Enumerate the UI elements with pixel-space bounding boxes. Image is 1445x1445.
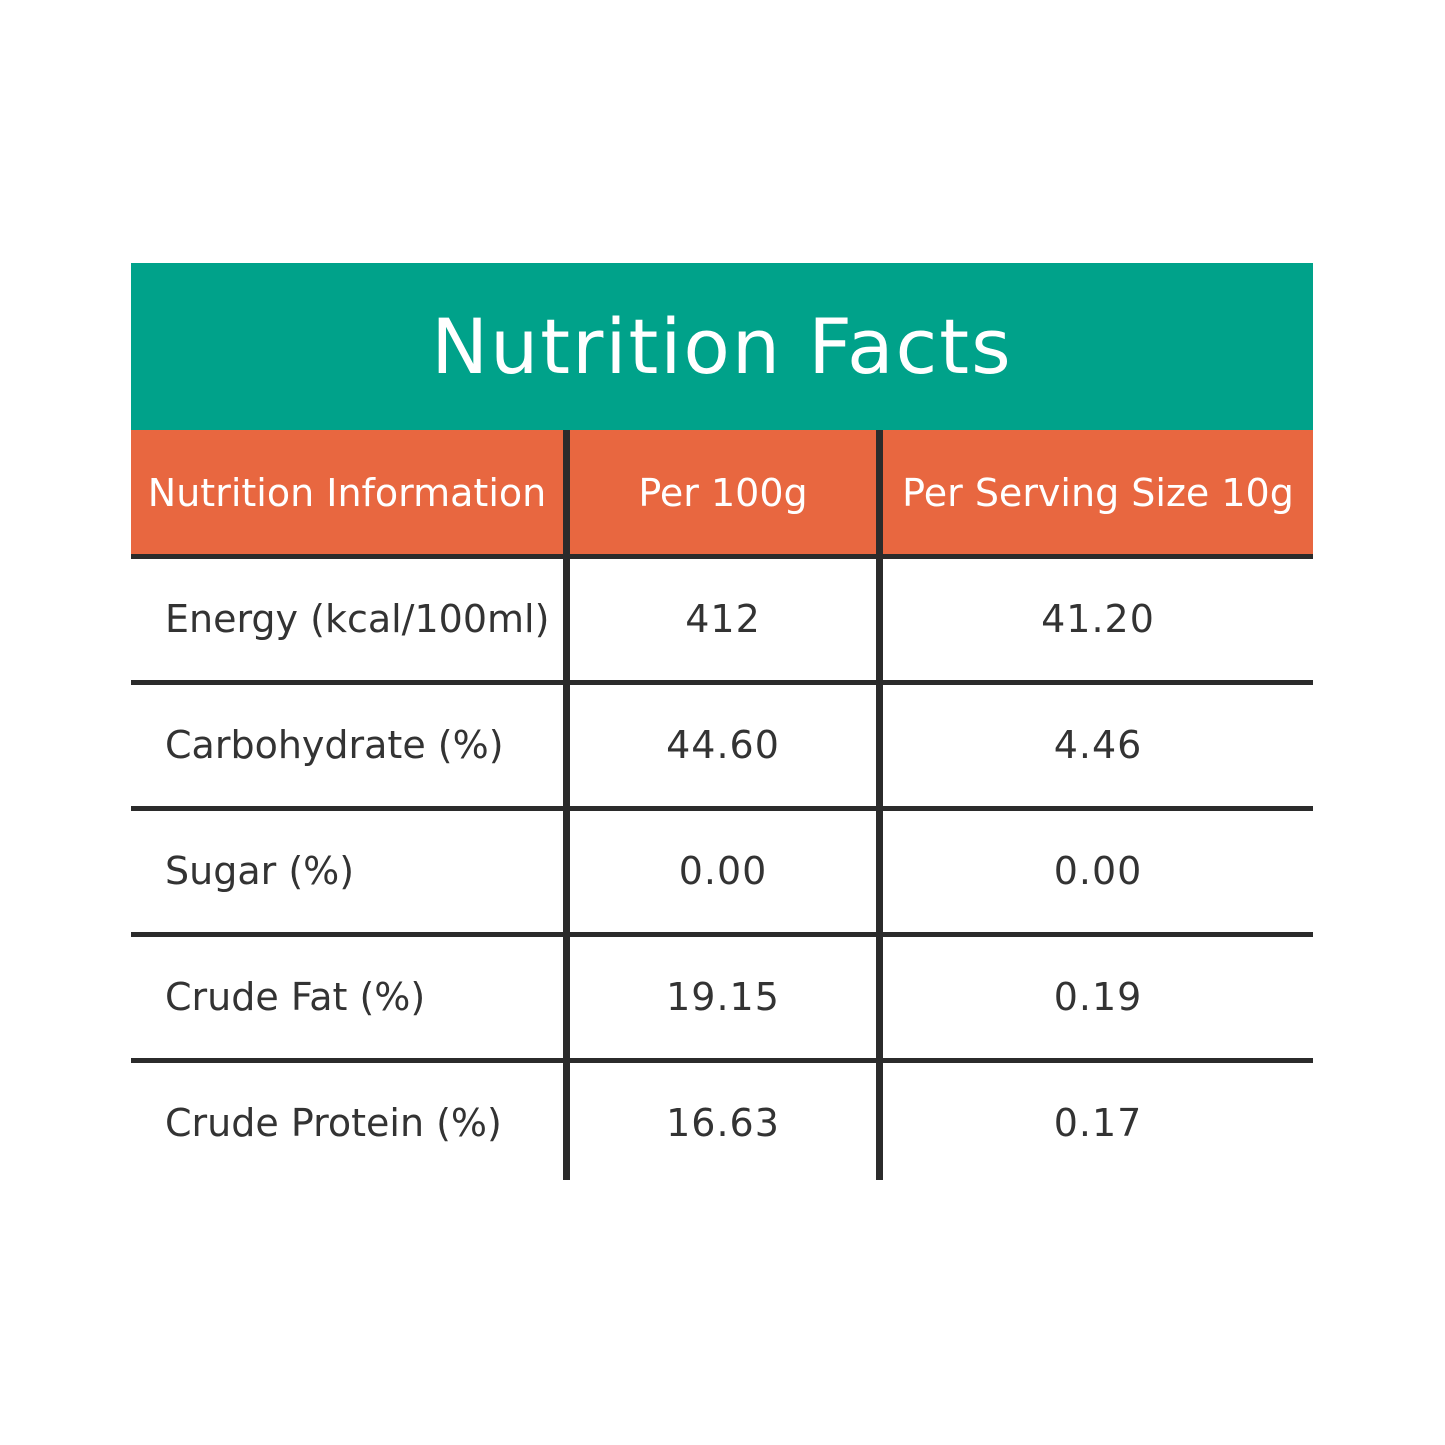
- vertical-grid-line: [563, 430, 570, 1180]
- value-per-serving: 4.46: [1053, 723, 1143, 767]
- title-bar: Nutrition Facts: [131, 263, 1313, 430]
- horizontal-grid-line: [131, 680, 1313, 685]
- value-per-serving: 41.20: [1041, 597, 1155, 641]
- value-per-serving: 0.17: [1053, 1101, 1143, 1145]
- value-per-serving: 0.19: [1053, 975, 1143, 1019]
- value-per-100g: 412: [685, 597, 761, 641]
- table-header-row: Nutrition Information Per 100g Per Servi…: [131, 430, 1313, 556]
- row-label: Crude Fat (%): [165, 975, 426, 1019]
- table-row: Energy (kcal/100ml) 412 41.20: [131, 556, 1313, 682]
- value-per-serving: 0.00: [1053, 849, 1143, 893]
- nutrition-facts-table: Nutrition Facts Nutrition Information Pe…: [131, 263, 1313, 1185]
- table-row: Crude Fat (%) 19.15 0.19: [131, 934, 1313, 1060]
- table-row: Carbohydrate (%) 44.60 4.46: [131, 682, 1313, 808]
- horizontal-grid-line: [131, 554, 1313, 559]
- column-header-nutrition-information: Nutrition Information: [147, 471, 547, 515]
- row-label: Energy (kcal/100ml): [165, 597, 550, 641]
- row-label: Sugar (%): [165, 849, 355, 893]
- value-per-100g: 16.63: [666, 1101, 780, 1145]
- horizontal-grid-line: [131, 1058, 1313, 1063]
- page-title: Nutrition Facts: [431, 302, 1013, 391]
- table-row: Crude Protein (%) 16.63 0.17: [131, 1060, 1313, 1186]
- row-label: Carbohydrate (%): [165, 723, 504, 767]
- column-header-per-100g: Per 100g: [638, 471, 808, 515]
- value-per-100g: 19.15: [666, 975, 780, 1019]
- value-per-100g: 44.60: [666, 723, 780, 767]
- value-per-100g: 0.00: [678, 849, 768, 893]
- horizontal-grid-line: [131, 932, 1313, 937]
- vertical-grid-line: [876, 430, 883, 1180]
- table-row: Sugar (%) 0.00 0.00: [131, 808, 1313, 934]
- column-header-per-serving-size: Per Serving Size 10g: [902, 471, 1294, 515]
- horizontal-grid-line: [131, 806, 1313, 811]
- row-label: Crude Protein (%): [165, 1101, 502, 1145]
